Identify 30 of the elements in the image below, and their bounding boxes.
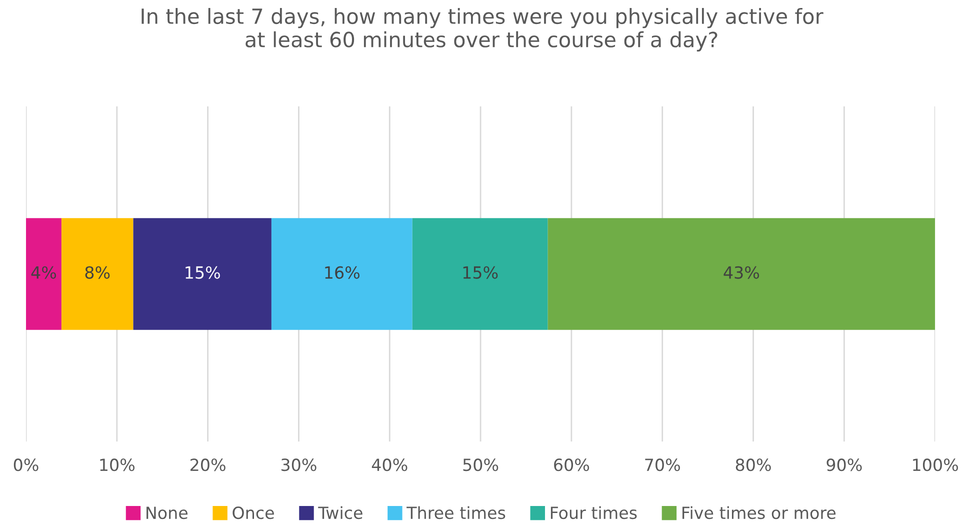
x-tick-label: 100% [913, 458, 958, 472]
bar [412, 218, 548, 330]
x-tick-label: 40% [372, 458, 408, 472]
legend-label: Five times or more [682, 506, 836, 520]
x-tick-label: 60% [554, 458, 590, 472]
data-label: 15% [186, 266, 220, 279]
legend-label: Three times [406, 506, 506, 520]
x-tick-label: 80% [736, 458, 771, 472]
x-tick-label: 0% [14, 458, 38, 472]
x-tick-label: 20% [190, 458, 226, 472]
legend-label: Four times [550, 506, 637, 520]
data-label: 15% [463, 266, 498, 279]
data-label: 4% [31, 266, 56, 279]
legend-label: Twice [318, 506, 362, 520]
x-tick-label: 90% [826, 458, 862, 472]
x-tick-label: 70% [645, 458, 680, 472]
legend-label: None [146, 506, 188, 520]
bar [26, 218, 62, 330]
data-label: 43% [724, 266, 760, 279]
x-tick-label: 10% [100, 458, 135, 472]
data-label: 16% [325, 266, 360, 279]
legend-label: Once [232, 506, 274, 520]
bar [271, 218, 412, 330]
chart-title: In the last 7 days, how many times were you physically active for at least 60 minutes over the course of a day? [142, 8, 824, 52]
bar [133, 218, 272, 330]
bar [61, 218, 134, 330]
x-tick-label: 30% [281, 458, 316, 472]
x-tick-label: 50% [463, 458, 498, 472]
bar [548, 218, 936, 330]
data-label: 8% [85, 266, 110, 279]
